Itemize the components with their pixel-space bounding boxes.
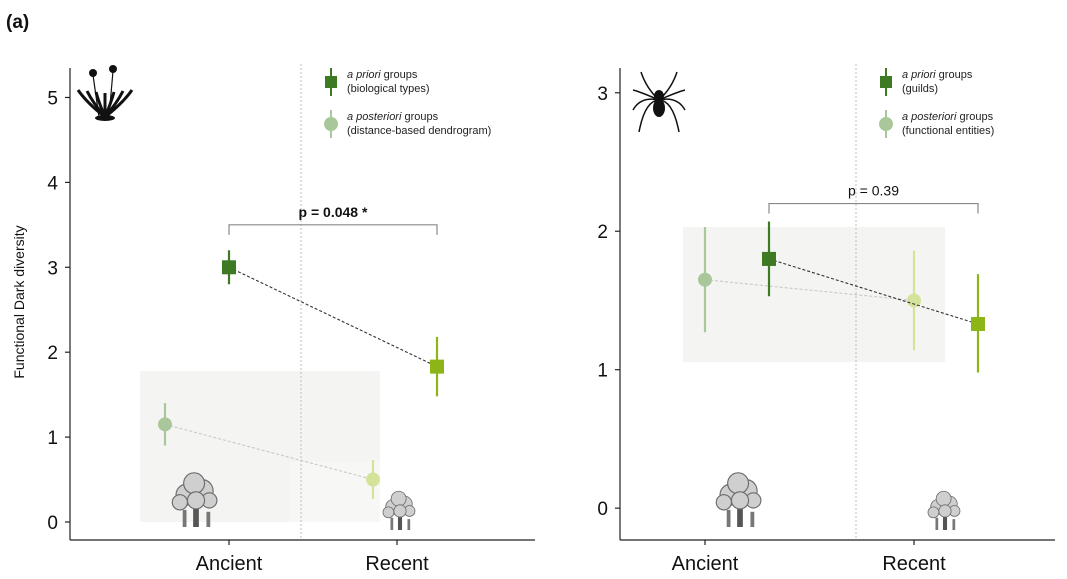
y-tick-label: 3 [597, 84, 608, 105]
shade-region [683, 227, 945, 362]
y-tick-label: 1 [47, 428, 58, 449]
y-tick-label: 1 [597, 361, 608, 382]
tree-trunk-small [182, 509, 187, 527]
tree-trunk-small [407, 519, 411, 530]
legend-label-rest: groups [381, 69, 418, 81]
shade-region [290, 462, 380, 522]
series-line [704, 279, 915, 302]
tree-trunk-small [952, 519, 956, 530]
tree-trunk-small [206, 511, 211, 527]
tree-canopy [730, 491, 750, 510]
tree-canopy [935, 490, 952, 507]
tree-trunk-small [726, 509, 731, 527]
legend-label-italic: a priori [902, 69, 936, 81]
tree-canopy [183, 472, 206, 495]
p-value-label: p = 0.39 [848, 183, 899, 199]
flower [89, 69, 97, 77]
legend-label: a posteriori groups [902, 111, 994, 123]
legend-label: a priori groups [902, 69, 973, 81]
stem [108, 70, 114, 118]
x-tick-label: Ancient [196, 553, 263, 575]
tree-canopy [393, 504, 407, 518]
legend-square-marker [325, 76, 337, 88]
panel-label: (a) [6, 12, 29, 33]
spider-icon [632, 71, 686, 133]
panel-spiders: 0 1 2 3 Ancient Recent p = 0.39 a priori groups… [597, 64, 1055, 575]
significance-bracket [228, 224, 438, 235]
tree-trunk [737, 506, 743, 527]
tree-canopy [171, 494, 189, 511]
tree-trunk [942, 515, 948, 530]
legend-label-rest: groups [401, 111, 438, 123]
y-tick-label: 4 [47, 173, 58, 194]
significance-bracket [768, 202, 979, 214]
tree-canopy [927, 506, 940, 519]
roots [95, 115, 115, 121]
legend-label: a priori groups [347, 69, 418, 81]
spider-body [654, 90, 664, 102]
tree-trunk-small [750, 511, 755, 527]
y-tick-label: 2 [597, 222, 608, 243]
legend-sublabel: (functional entities) [902, 125, 994, 137]
tree-canopy [390, 490, 407, 507]
dandelion-plant-icon [76, 65, 134, 121]
ancient-forest-icon [715, 472, 762, 527]
legend-sublabel: (guilds) [902, 83, 938, 95]
series-line [768, 258, 979, 325]
data-point-square [430, 359, 444, 374]
series-line [164, 423, 374, 481]
legend-sublabel: (biological types) [347, 83, 430, 95]
x-tick-label: Recent [365, 553, 429, 575]
p-value-label: p = 0.048 * [299, 204, 368, 220]
y-tick-label: 0 [597, 499, 608, 520]
recent-forest-icon [927, 490, 961, 530]
panel-plants: 0 1 2 3 4 5 Ancient Recent p = 0.048 * a priori g… [47, 64, 535, 575]
y-tick-label: 0 [47, 513, 58, 534]
data-point-circle [158, 417, 172, 432]
legend-label-italic: a posteriori [902, 111, 957, 123]
leaf [104, 89, 134, 119]
legend-circle-marker [324, 117, 338, 131]
ancient-forest-icon [171, 472, 218, 527]
legend-circle-marker [879, 117, 893, 131]
tree-canopy [727, 472, 750, 495]
y-axis-title: Functional Dark diversity [11, 225, 27, 378]
tree-canopy [186, 491, 206, 510]
legend-square-marker [880, 76, 892, 88]
legend-sublabel: (distance-based dendrogram) [347, 125, 491, 137]
tree-trunk-small [390, 517, 394, 530]
tree-canopy [715, 494, 733, 511]
spider-abdomen [653, 99, 665, 117]
tree-canopy [938, 504, 952, 518]
legend-label-rest: groups [956, 111, 993, 123]
data-point-square [222, 260, 236, 275]
stem [92, 74, 100, 118]
legend-label-italic: a posteriori [347, 111, 402, 123]
y-tick-label: 3 [47, 258, 58, 279]
x-tick-label: Ancient [672, 553, 739, 575]
series-line [228, 266, 438, 368]
data-point-square [971, 317, 985, 331]
legend-label-rest: groups [936, 69, 973, 81]
legend-label: a posteriori groups [347, 111, 439, 123]
tree-trunk [193, 506, 199, 527]
tree-trunk-small [935, 517, 939, 530]
data-point-circle [907, 293, 921, 308]
tree-canopy [382, 506, 395, 519]
data-point-circle [366, 472, 380, 487]
data-point-circle [698, 272, 712, 287]
x-tick-label: Recent [882, 553, 946, 575]
flower [109, 65, 117, 73]
y-tick-label: 2 [47, 343, 58, 364]
y-tick-label: 5 [47, 88, 58, 109]
tree-trunk [397, 515, 403, 530]
legend-label-italic: a priori [347, 69, 381, 81]
recent-forest-icon [382, 490, 416, 530]
data-point-square [762, 251, 776, 266]
